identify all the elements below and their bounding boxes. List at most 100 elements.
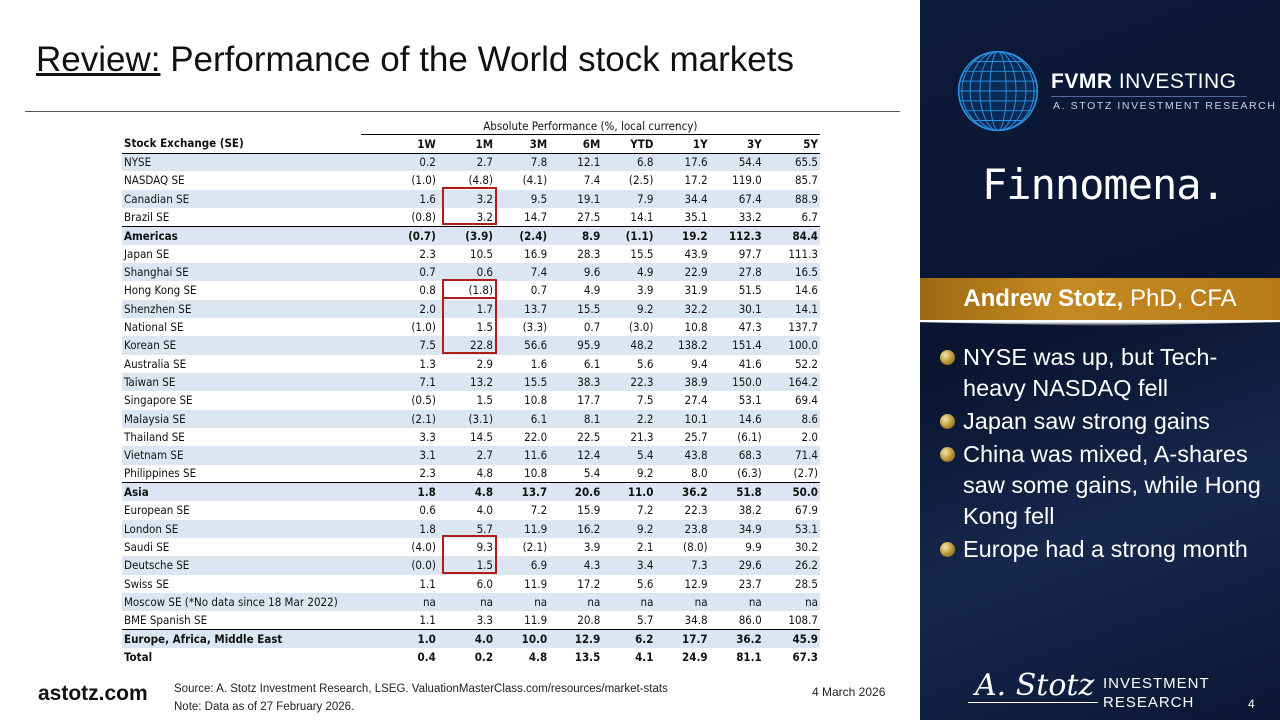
table-row: Japan SE 2.3 10.5 16.9 28.3 15.5 43.9 97.7 111.3	[122, 245, 820, 263]
performance-value: 38.2	[738, 503, 762, 518]
performance-value: 19.1	[549, 189, 603, 208]
performance-value: 41.6	[738, 356, 762, 371]
performance-value: na	[437, 592, 496, 612]
performance-value: 11.9	[495, 519, 550, 538]
performance-value: 5.4	[602, 446, 656, 465]
performance-value: 150.0	[709, 372, 764, 392]
table-row: Americas (0.7) (3.9) (2.4) 8.9 (1.1) 19.2 112.3…	[122, 225, 820, 245]
performance-value: 1.0	[360, 629, 438, 648]
website-link[interactable]: astotz.com	[38, 682, 148, 705]
brand-panel: FVMR INVESTING A. STOTZ INVESTMENT RESEA…	[920, 0, 1280, 720]
performance-value: 19.2	[655, 225, 710, 245]
performance-value: (3.3)	[522, 320, 548, 335]
exchange-name: Singapore SE	[124, 393, 193, 408]
performance-value: 7.8	[495, 153, 550, 172]
performance-value: 5.7	[437, 519, 496, 538]
performance-value: 6.2	[602, 629, 656, 648]
performance-value: 12.1	[549, 153, 603, 172]
performance-value: 22.3	[684, 503, 708, 518]
performance-value: 85.7	[794, 173, 818, 188]
performance-value: 27.5	[577, 209, 601, 224]
performance-value: 0.6	[437, 262, 496, 282]
performance-value: (6.3)	[737, 466, 762, 481]
performance-value: 31.9	[684, 283, 708, 298]
performance-value: 4.8	[476, 466, 494, 481]
exchange-name: Brazil SE	[124, 209, 170, 224]
performance-value: 5.4	[583, 466, 601, 481]
performance-value: (1.0)	[411, 320, 436, 335]
exchange-name: Philippines SE	[124, 466, 197, 481]
performance-value: 15.5	[495, 372, 550, 392]
performance-value: 10.8	[524, 393, 548, 408]
performance-value: 27.4	[684, 393, 708, 408]
performance-value: 5.6	[636, 576, 654, 591]
performance-value: 14.7	[524, 209, 548, 224]
performance-value: 24.9	[682, 650, 708, 665]
bullet-item: NYSE was up, but Tech-heavy NASDAQ fell	[940, 342, 1270, 404]
performance-value: 8.1	[549, 409, 603, 428]
performance-value: 51.5	[738, 283, 762, 298]
performance-value: 15.9	[577, 503, 601, 518]
performance-value: 112.3	[709, 225, 764, 245]
table-row: Total 0.4 0.2 4.8 13.5 4.1 24.9 81.1 67.3	[122, 648, 820, 666]
performance-value: 9.2	[602, 519, 656, 538]
table-row: Canadian SE 1.6 3.2 9.5 19.1 7.9 34.4 67.4 88.9	[122, 189, 820, 208]
performance-value: 36.2	[709, 629, 764, 648]
performance-value: 2.0	[801, 430, 818, 445]
source-note: Source: A. Stotz Investment Research, LS…	[174, 683, 668, 713]
performance-value: 22.0	[524, 430, 548, 445]
performance-value: (2.1)	[522, 540, 548, 555]
bullet-sphere-icon	[940, 447, 955, 462]
performance-value: 2.3	[419, 466, 436, 481]
performance-value: 111.3	[788, 246, 818, 261]
logo-divider	[1051, 96, 1247, 97]
performance-value: 0.8	[419, 283, 436, 298]
performance-value: 2.0	[360, 299, 438, 318]
performance-value: 3.2	[476, 209, 494, 224]
performance-value: 1.5	[437, 556, 496, 575]
performance-value: 12.4	[549, 446, 603, 465]
performance-value: 50.0	[763, 482, 820, 502]
performance-table-container: Absolute Performance (%, local currency)…	[122, 118, 820, 666]
performance-value: 53.1	[763, 519, 820, 538]
performance-value: 0.7	[583, 320, 601, 335]
performance-value: 36.2	[655, 482, 710, 502]
performance-value: 22.3	[602, 372, 656, 392]
performance-value: 9.9	[745, 540, 762, 555]
performance-value: 16.2	[549, 519, 603, 538]
performance-value: 1.8	[360, 519, 438, 538]
performance-value: 84.4	[763, 225, 820, 245]
performance-value: 11.9	[524, 576, 548, 591]
performance-value: 7.4	[495, 262, 550, 282]
performance-value: (2.4)	[495, 225, 550, 245]
performance-value: 53.1	[738, 393, 762, 408]
performance-value: 67.4	[709, 189, 764, 208]
performance-value: 9.6	[549, 262, 603, 282]
performance-value: 4.9	[602, 262, 656, 282]
performance-value: 30.2	[794, 540, 818, 555]
performance-value: 34.4	[655, 189, 710, 208]
performance-value: 0.4	[417, 650, 436, 665]
table-row: Saudi SE (4.0) 9.3 (2.1) 3.9 2.1 (8.0) 9.9 30.2	[122, 538, 820, 556]
performance-value: 13.2	[437, 372, 496, 392]
performance-table: Absolute Performance (%, local currency)…	[122, 118, 820, 666]
performance-value: (3.1)	[437, 409, 496, 428]
performance-value: 22.8	[437, 336, 496, 355]
title-divider	[25, 111, 900, 112]
performance-value: 3.1	[360, 446, 438, 465]
performance-value: (2.5)	[628, 173, 654, 188]
performance-value: 65.5	[763, 153, 820, 172]
performance-value: 1.1	[419, 613, 436, 628]
performance-value: 10.8	[524, 466, 548, 481]
performance-value: 4.0	[437, 629, 496, 648]
performance-value: 67.9	[794, 503, 818, 518]
exchange-name: Thailand SE	[124, 430, 185, 445]
performance-value: 52.2	[794, 356, 818, 371]
key-points: NYSE was up, but Tech-heavy NASDAQ fell J…	[940, 342, 1270, 567]
performance-value: (4.0)	[411, 540, 436, 555]
performance-value: 1.5	[476, 320, 494, 335]
performance-value: (3.0)	[628, 320, 654, 335]
performance-value: 9.4	[691, 356, 708, 371]
performance-value: 7.1	[360, 372, 438, 392]
performance-value: (4.1)	[522, 173, 548, 188]
